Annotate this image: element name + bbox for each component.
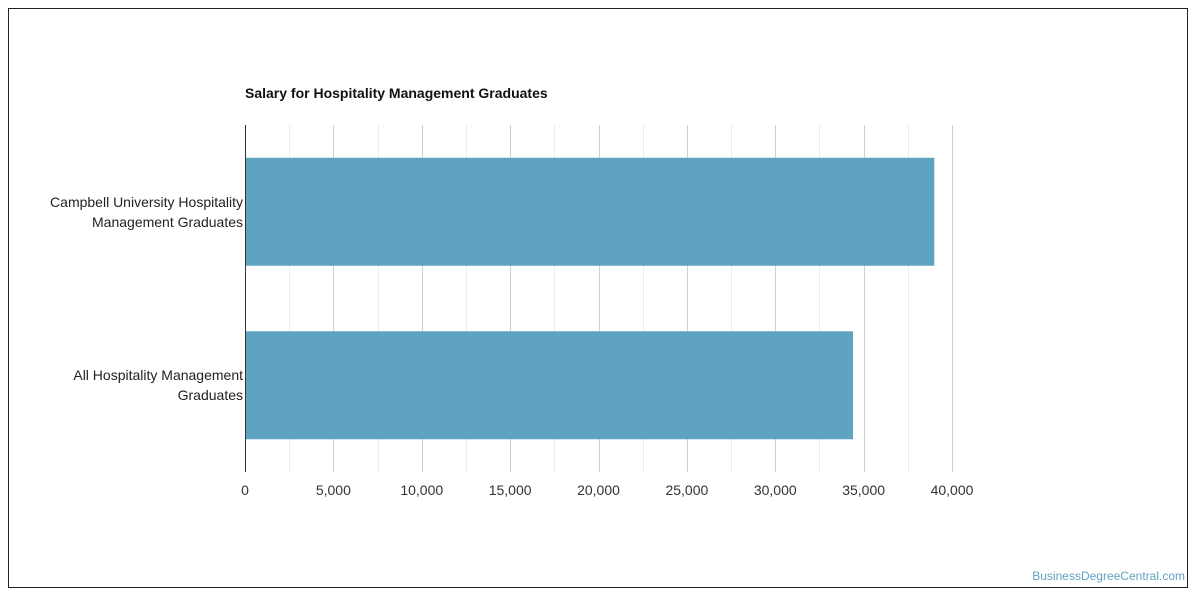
x-tick-label: 5,000 bbox=[316, 482, 351, 498]
x-tick-label: 30,000 bbox=[754, 482, 797, 498]
bar[interactable] bbox=[246, 157, 935, 266]
x-axis-ticks: 0 5,000 10,000 15,000 20,000 25,000 30,000 35,0… bbox=[241, 482, 974, 498]
x-tick-label: 40,000 bbox=[931, 482, 974, 498]
chart-frame bbox=[8, 8, 1188, 588]
x-tick-label: 10,000 bbox=[400, 482, 443, 498]
x-tick-label: 25,000 bbox=[665, 482, 708, 498]
x-tick-label: 15,000 bbox=[489, 482, 532, 498]
bars bbox=[246, 157, 935, 440]
category-label: All Hospitality Management Graduates bbox=[73, 367, 243, 404]
x-tick-label: 0 bbox=[241, 482, 249, 498]
source-credit[interactable]: BusinessDegreeCentral.com bbox=[1032, 569, 1185, 583]
x-tick-label: 20,000 bbox=[577, 482, 620, 498]
chart-title: Salary for Hospitality Management Gradua… bbox=[245, 85, 548, 101]
x-tick-label: 35,000 bbox=[842, 482, 885, 498]
bar[interactable] bbox=[246, 331, 854, 440]
category-label: Campbell University Hospitality Manageme… bbox=[50, 193, 243, 230]
